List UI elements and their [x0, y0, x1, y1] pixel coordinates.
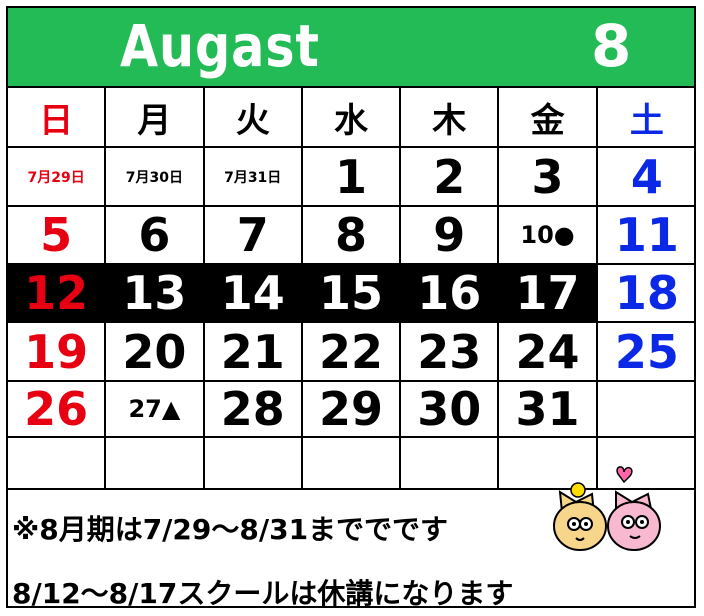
cell: 6 [106, 207, 205, 265]
cell: 5 [8, 207, 107, 265]
empty-cell [499, 438, 598, 490]
cell: 21 [204, 323, 303, 382]
cell: 20 [106, 323, 205, 382]
cell: 7月29日 [8, 148, 107, 207]
empty-cell [302, 438, 402, 490]
cell: 水 [302, 88, 402, 148]
cell: 31 [499, 382, 598, 438]
cell: 22 [302, 323, 402, 382]
cell: 9 [401, 207, 500, 265]
cell: 4 [597, 148, 696, 207]
cell: 17 [499, 265, 598, 323]
cell: 30 [401, 382, 500, 438]
cell: 28 [204, 382, 303, 438]
cat-illustration [553, 466, 661, 551]
empty-cell [597, 382, 696, 438]
calendar-grid: 日月火水木金土 7月29日 7月30日 7月31日 1 2 3 4 5 6 7 8 9 10● 11 12 13… [8, 88, 696, 490]
empty-cell [204, 438, 303, 490]
cell: 7 [204, 207, 303, 265]
empty-cell [597, 438, 696, 490]
empty-cell [8, 438, 107, 490]
cell: 24 [499, 323, 598, 382]
cell: 19 [8, 323, 107, 382]
cell: 3 [499, 148, 598, 207]
cell: 土 [597, 88, 696, 148]
cell: 1 [302, 148, 402, 207]
cell: 日 [8, 88, 107, 148]
cell: 23 [401, 323, 500, 382]
cell: 15 [302, 265, 402, 323]
cell: 11 [597, 207, 696, 265]
note: 8/12～8/17スクールは休講になります [12, 577, 514, 610]
cell: 7月30日 [106, 148, 205, 207]
cell: 14 [204, 265, 303, 323]
cell: 金 [499, 88, 598, 148]
title: Augast [120, 12, 320, 80]
notes: ※8月期は7/29～8/31まででです 8/12～8/17スクールは休講になりま… [8, 490, 696, 610]
cell: 木 [401, 88, 500, 148]
cell: 25 [597, 323, 696, 382]
cell: 火 [204, 88, 303, 148]
month-number: 8 [591, 12, 632, 80]
note: ※8月期は7/29～8/31まででです [12, 513, 449, 546]
cell: 26 [8, 382, 107, 438]
header: Augast 8 [8, 8, 696, 88]
frame [6, 6, 696, 608]
cell: 13 [106, 265, 205, 323]
cell: 2 [401, 148, 500, 207]
cell: 8 [302, 207, 402, 265]
empty-cell [106, 438, 205, 490]
cell: 月 [106, 88, 205, 148]
cell: 7月31日 [204, 148, 303, 207]
cell: 16 [401, 265, 500, 323]
cell: 10● [499, 207, 598, 265]
cell: 27▲ [106, 382, 205, 438]
cell: 12 [8, 265, 107, 323]
empty-cell [401, 438, 500, 490]
cell: 29 [302, 382, 402, 438]
cell: 18 [597, 265, 696, 323]
